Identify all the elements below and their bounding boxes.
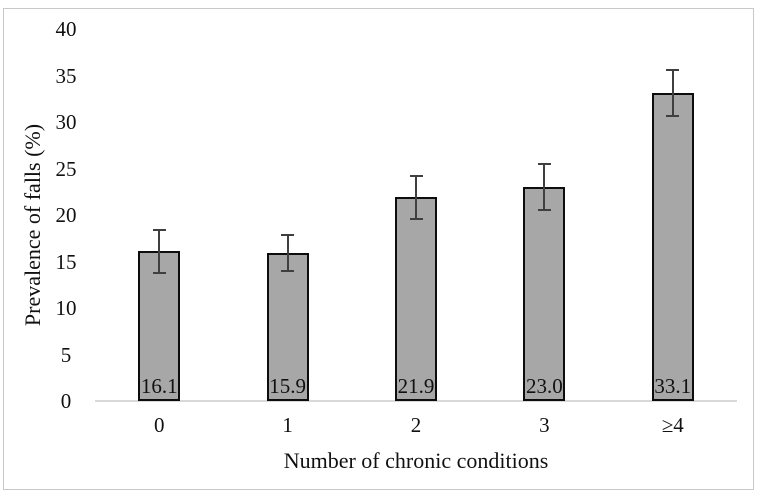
error-bar-line [286,235,289,271]
bar [395,197,437,401]
y-tick-label: 5 [60,342,72,367]
x-axis-title: Number of chronic conditions [283,448,549,473]
bar-value-label: 23.0 [526,374,563,398]
x-tick-label: 1 [282,413,293,437]
bar [138,251,181,401]
error-bar-cap-bottom [666,115,680,118]
bar [651,93,694,401]
y-tick-label: 30 [55,110,77,134]
error-bar-line [543,163,546,211]
x-tick-label: 0 [153,413,165,437]
error-bar-line [158,229,161,273]
y-tick-label: 40 [55,17,77,41]
bar-value-label: 21.9 [397,374,435,398]
bar-value-label: 33.1 [654,374,692,398]
y-tick-label: 25 [55,156,77,181]
y-tick-label: 15 [55,249,77,274]
error-bar-cap-top [152,228,166,231]
x-tick-label: ≥4 [661,413,684,437]
error-bar-cap-bottom [152,271,166,274]
error-bar-cap-bottom [409,217,423,220]
y-tick-label: 10 [55,296,77,320]
error-bar-cap-top [409,174,423,177]
x-tick-label: 2 [410,413,422,437]
y-tick-label: 0 [60,389,72,413]
bar-value-label: 16.1 [140,374,178,398]
bar [523,187,566,401]
bar-value-label: 15.9 [269,374,306,398]
x-axis-line [95,400,737,402]
plot-area: 16.1 15.9 21.9 23.0 33.1 [95,29,737,402]
error-bar-line [415,175,417,219]
y-tick-label: 20 [55,203,77,227]
error-bar-cap-bottom [537,209,551,212]
error-bar-cap-bottom [281,269,295,272]
error-bar-line [671,69,674,117]
error-bar-cap-top [537,162,551,165]
y-tick-label: 35 [55,63,77,88]
error-bar-cap-top [281,234,295,237]
error-bar-cap-top [666,68,680,71]
x-tick-label: 3 [539,413,550,437]
